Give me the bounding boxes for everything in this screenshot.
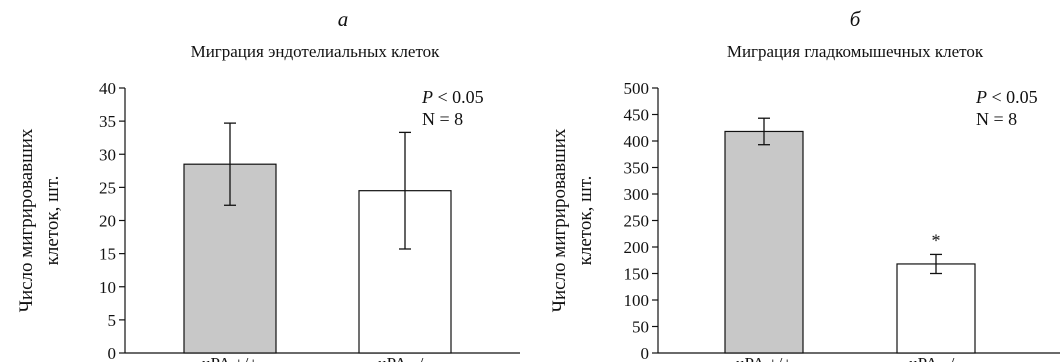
y-tick-label: 300: [624, 185, 650, 204]
p-value-annotation: P < 0.05: [975, 87, 1038, 107]
significance-marker: *: [932, 230, 941, 250]
y-tick-label: 150: [624, 265, 650, 284]
y-tick-label: 10: [99, 278, 116, 297]
panel-letter: б: [850, 7, 862, 31]
y-tick-label: 100: [624, 291, 650, 310]
chart-title: Миграция эндотелиальных клеток: [191, 42, 441, 61]
y-tick-label: 500: [624, 79, 650, 98]
y-tick-label: 35: [99, 112, 116, 131]
y-tick-label: 5: [108, 311, 117, 330]
x-tick-label: uPA –/–: [378, 354, 432, 362]
y-tick-label: 50: [632, 318, 649, 337]
bar: [896, 263, 976, 354]
y-tick-label: 15: [99, 245, 116, 264]
y-axis-label-line2: клеток, шт.: [42, 176, 63, 266]
panel-letter: а: [338, 7, 349, 31]
p-value-annotation: P < 0.05: [421, 87, 484, 107]
chart-panel-2: б Миграция гладкомышечных клеток Число миг…: [549, 7, 1060, 362]
y-axis-label-line1: Число мигрировавших: [549, 128, 570, 312]
y-tick-label: 250: [624, 212, 650, 231]
chart-panel-1: а Миграция эндотелиальных клеток Число миг…: [16, 7, 520, 362]
y-tick-label: 200: [624, 238, 650, 257]
x-tick-label: uPA +/+: [736, 354, 792, 362]
chart-title: Миграция гладкомышечных клеток: [727, 42, 984, 61]
y-axis-label-line2: клеток, шт.: [575, 176, 596, 266]
n-annotation: N = 8: [976, 109, 1017, 129]
n-annotation: N = 8: [422, 109, 463, 129]
y-axis-label-line1: Число мигрировавших: [16, 128, 37, 312]
y-tick-label: 450: [624, 106, 650, 125]
y-tick-label: 30: [99, 145, 116, 164]
y-tick-label: 0: [641, 344, 650, 362]
y-tick-label: 0: [108, 344, 117, 362]
y-tick-label: 25: [99, 178, 116, 197]
y-tick-label: 20: [99, 212, 116, 231]
bar: [724, 130, 804, 354]
x-tick-label: uPA –/–: [909, 354, 963, 362]
y-tick-label: 40: [99, 79, 116, 98]
x-tick-label: uPA +/+: [202, 354, 258, 362]
y-tick-label: 400: [624, 132, 650, 151]
y-tick-label: 350: [624, 159, 650, 178]
